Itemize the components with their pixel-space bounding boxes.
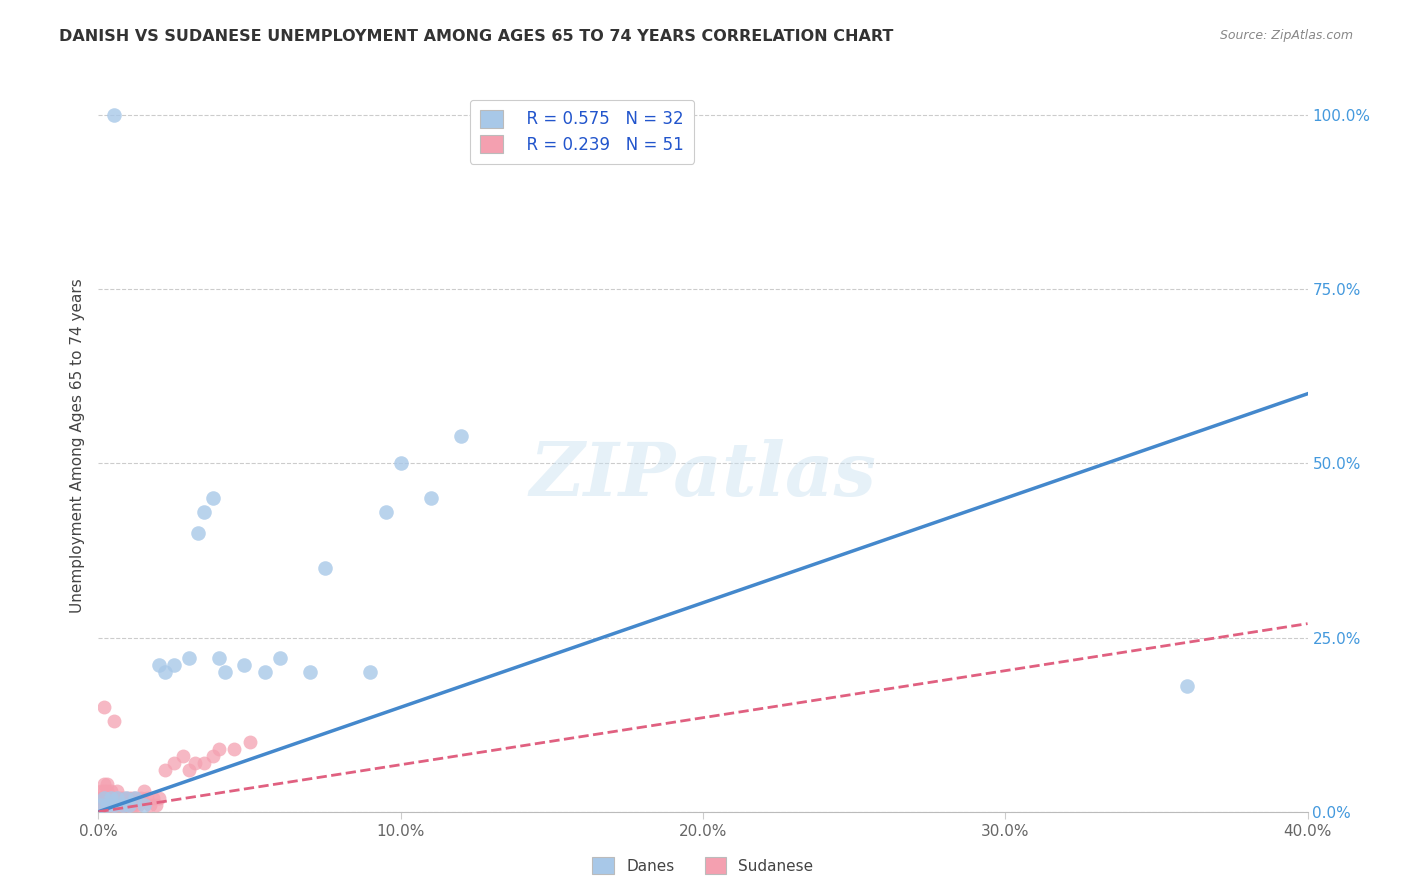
- Point: [142, 790, 165, 805]
- Point: [103, 108, 125, 122]
- Text: ZIPatlas: ZIPatlas: [530, 439, 876, 511]
- Text: DANISH VS SUDANESE UNEMPLOYMENT AMONG AGES 65 TO 74 YEARS CORRELATION CHART: DANISH VS SUDANESE UNEMPLOYMENT AMONG AG…: [59, 29, 893, 44]
- Point: [93, 797, 115, 812]
- Point: [93, 700, 115, 714]
- Point: [420, 491, 443, 506]
- Point: [93, 790, 115, 805]
- Point: [163, 756, 186, 770]
- Point: [253, 665, 276, 680]
- Y-axis label: Unemployment Among Ages 65 to 74 years: Unemployment Among Ages 65 to 74 years: [69, 278, 84, 614]
- Point: [184, 756, 207, 770]
- Point: [105, 790, 128, 805]
- Point: [450, 428, 472, 442]
- Point: [269, 651, 291, 665]
- Point: [153, 665, 176, 680]
- Point: [124, 790, 146, 805]
- Point: [103, 790, 125, 805]
- Point: [208, 651, 231, 665]
- Point: [360, 665, 382, 680]
- Point: [202, 749, 225, 764]
- Point: [105, 784, 128, 798]
- Legend:   R = 0.575   N = 32,   R = 0.239   N = 51: R = 0.575 N = 32, R = 0.239 N = 51: [470, 100, 695, 163]
- Point: [202, 491, 225, 506]
- Point: [132, 784, 155, 798]
- Point: [111, 797, 134, 812]
- Point: [193, 505, 215, 519]
- Point: [374, 505, 396, 519]
- Point: [172, 749, 194, 764]
- Point: [100, 784, 122, 798]
- Point: [100, 790, 122, 805]
- Point: [179, 763, 201, 777]
- Point: [179, 651, 201, 665]
- Point: [139, 797, 162, 812]
- Point: [239, 735, 262, 749]
- Point: [103, 797, 125, 812]
- Legend: Danes, Sudanese: Danes, Sudanese: [586, 851, 820, 880]
- Point: [90, 797, 112, 812]
- Point: [214, 665, 236, 680]
- Point: [1175, 679, 1198, 693]
- Point: [135, 790, 157, 805]
- Point: [96, 784, 118, 798]
- Point: [124, 797, 146, 812]
- Point: [118, 797, 141, 812]
- Point: [100, 797, 122, 812]
- Point: [129, 790, 152, 805]
- Point: [118, 797, 141, 812]
- Point: [108, 790, 131, 805]
- Point: [103, 797, 125, 812]
- Point: [96, 797, 118, 812]
- Point: [105, 797, 128, 812]
- Point: [148, 658, 170, 673]
- Point: [148, 790, 170, 805]
- Point: [108, 797, 131, 812]
- Point: [100, 790, 122, 805]
- Point: [224, 742, 246, 756]
- Point: [163, 658, 186, 673]
- Point: [90, 784, 112, 798]
- Point: [93, 790, 115, 805]
- Point: [93, 784, 115, 798]
- Point: [114, 797, 136, 812]
- Point: [187, 526, 209, 541]
- Point: [90, 797, 112, 812]
- Point: [96, 790, 118, 805]
- Point: [103, 714, 125, 728]
- Point: [105, 790, 128, 805]
- Point: [299, 665, 322, 680]
- Point: [114, 790, 136, 805]
- Point: [145, 797, 167, 812]
- Point: [93, 777, 115, 791]
- Point: [90, 790, 112, 805]
- Point: [96, 797, 118, 812]
- Point: [389, 457, 412, 471]
- Point: [314, 561, 336, 575]
- Text: Source: ZipAtlas.com: Source: ZipAtlas.com: [1219, 29, 1353, 42]
- Point: [121, 790, 143, 805]
- Point: [153, 763, 176, 777]
- Point: [132, 797, 155, 812]
- Point: [118, 790, 141, 805]
- Point: [114, 790, 136, 805]
- Point: [127, 797, 149, 812]
- Point: [208, 742, 231, 756]
- Point: [111, 790, 134, 805]
- Point: [121, 797, 143, 812]
- Point: [232, 658, 254, 673]
- Point: [124, 790, 146, 805]
- Point: [96, 777, 118, 791]
- Point: [193, 756, 215, 770]
- Point: [111, 797, 134, 812]
